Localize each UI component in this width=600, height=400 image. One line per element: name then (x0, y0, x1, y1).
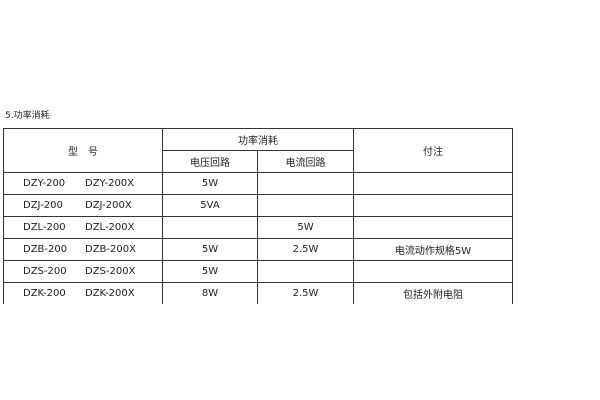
model-a: DZY-200 (23, 178, 66, 189)
table-row: DZB-200 DZB-200X 5W 2.5W 电流动作规格5W (3, 238, 513, 261)
voltage-cell: 5W (162, 238, 258, 261)
section-title: 5.功率消耗 (5, 111, 50, 121)
note-cell (353, 260, 513, 283)
note-cell (353, 172, 513, 195)
voltage-cell: 8W (162, 282, 258, 304)
model-b: DZJ-200X (85, 200, 132, 211)
model-b: DZB-200X (85, 244, 136, 255)
table-row: DZY-200 DZY-200X 5W (3, 172, 513, 195)
current-cell: 2.5W (257, 282, 354, 304)
model-a: DZS-200 (23, 266, 67, 277)
header-note: 付注 (353, 128, 513, 173)
header-model: 型 号 (3, 128, 163, 173)
model-cell: DZJ-200 DZJ-200X (3, 194, 163, 217)
header-power: 功率消耗 (162, 128, 354, 151)
current-cell (257, 172, 354, 195)
model-a: DZB-200 (23, 244, 68, 255)
voltage-cell: 5VA (162, 194, 258, 217)
voltage-cell (162, 216, 258, 239)
current-cell: 2.5W (257, 238, 354, 261)
voltage-cell: 5W (162, 172, 258, 195)
model-a: DZK-200 (23, 288, 66, 299)
table-row: DZK-200 DZK-200X 8W 2.5W 包括外附电阻 (3, 282, 513, 304)
note-cell: 包括外附电阻 (353, 282, 513, 304)
model-a: DZJ-200 (23, 200, 63, 211)
header-current: 电流回路 (257, 150, 354, 173)
model-cell: DZS-200 DZS-200X (3, 260, 163, 283)
power-consumption-table: 型 号 功率消耗 付注 电压回路 电流回路 DZY-200 DZY-200X 5W… (3, 128, 513, 304)
current-cell (257, 260, 354, 283)
table-row: DZJ-200 DZJ-200X 5VA (3, 194, 513, 217)
model-cell: DZK-200 DZK-200X (3, 282, 163, 304)
note-cell (353, 216, 513, 239)
model-cell: DZL-200 DZL-200X (3, 216, 163, 239)
table-row: DZL-200 DZL-200X 5W (3, 216, 513, 239)
table-row: DZS-200 DZS-200X 5W (3, 260, 513, 283)
model-b: DZY-200X (85, 178, 135, 189)
voltage-cell: 5W (162, 260, 258, 283)
note-cell (353, 194, 513, 217)
header-voltage: 电压回路 (162, 150, 258, 173)
model-cell: DZB-200 DZB-200X (3, 238, 163, 261)
model-b: DZL-200X (85, 222, 135, 233)
model-cell: DZY-200 DZY-200X (3, 172, 163, 195)
current-cell: 5W (257, 216, 354, 239)
note-cell: 电流动作规格5W (353, 238, 513, 261)
current-cell (257, 194, 354, 217)
model-a: DZL-200 (23, 222, 66, 233)
model-b: DZK-200X (85, 288, 135, 299)
model-b: DZS-200X (85, 266, 136, 277)
